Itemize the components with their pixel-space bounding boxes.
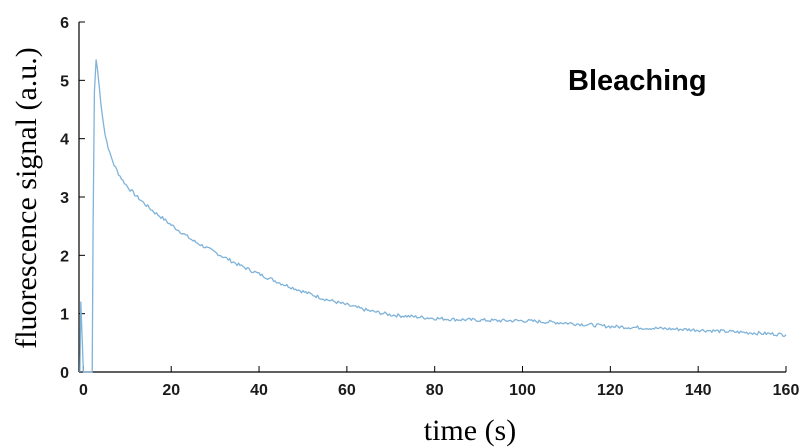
x-tick-label: 100 — [509, 382, 536, 399]
x-tick-label: 160 — [773, 382, 800, 399]
y-tick-label: 2 — [60, 248, 69, 265]
y-axis-title: fluorescence signal (a.u.) — [10, 47, 43, 349]
ticks: 0 20 40 60 80 100 120 140 160 0 1 2 3 4 5 6 — [60, 15, 799, 399]
y-tick-label: 3 — [60, 190, 69, 207]
x-axis-title: time (s) — [424, 414, 516, 447]
x-tick-label: 0 — [79, 382, 88, 399]
annotation-bleaching: Bleaching — [568, 65, 707, 97]
x-tick-label: 80 — [426, 382, 444, 399]
y-tick-label: 0 — [60, 365, 69, 382]
x-tick-label: 120 — [597, 382, 624, 399]
x-tick-label: 20 — [162, 382, 180, 399]
y-tick-label: 4 — [60, 132, 69, 149]
x-tick-label: 40 — [250, 382, 268, 399]
series-line-0 — [79, 59, 787, 373]
series-layer — [79, 59, 787, 373]
y-tick-label: 6 — [60, 15, 69, 32]
y-tick-label: 1 — [60, 307, 69, 324]
x-tick-label: 60 — [338, 382, 356, 399]
y-tick-label: 5 — [60, 73, 69, 90]
x-tick-label: 140 — [685, 382, 712, 399]
